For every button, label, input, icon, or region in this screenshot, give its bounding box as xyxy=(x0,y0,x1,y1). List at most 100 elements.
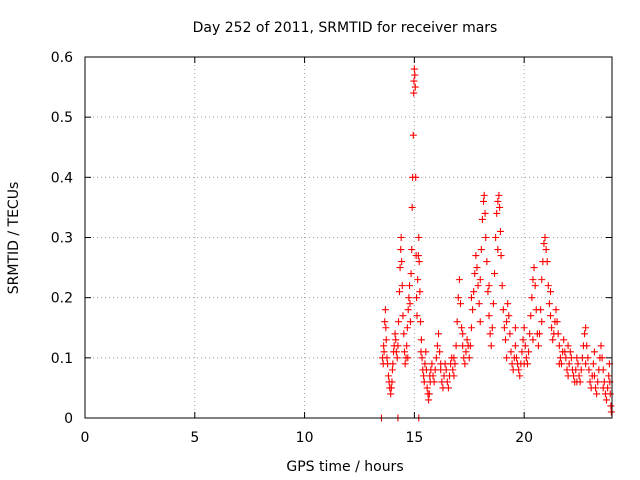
data-points xyxy=(377,65,615,422)
data-point xyxy=(406,282,414,290)
data-point xyxy=(398,258,406,266)
data-point xyxy=(406,318,414,326)
data-point xyxy=(425,396,433,404)
data-point xyxy=(512,354,520,362)
data-point xyxy=(389,360,397,368)
data-point xyxy=(456,300,464,308)
data-point xyxy=(494,197,502,205)
x-tick-label: 20 xyxy=(515,430,533,446)
data-point xyxy=(452,342,460,350)
data-point xyxy=(407,270,415,278)
data-point xyxy=(519,336,527,344)
data-point xyxy=(454,294,462,302)
data-point xyxy=(471,270,479,278)
data-point xyxy=(582,324,590,332)
data-point xyxy=(606,390,614,398)
data-point xyxy=(574,360,582,368)
data-point xyxy=(542,246,550,254)
data-point xyxy=(411,71,419,79)
data-point xyxy=(384,372,392,380)
data-point xyxy=(553,318,561,326)
data-point xyxy=(500,324,508,332)
data-point xyxy=(463,336,471,344)
data-point xyxy=(590,348,598,356)
data-point xyxy=(599,384,607,392)
data-point xyxy=(537,306,545,314)
x-tick-label: 15 xyxy=(405,430,423,446)
data-point xyxy=(486,330,494,338)
data-point xyxy=(450,354,458,362)
data-point xyxy=(516,372,524,380)
data-point xyxy=(428,360,436,368)
data-point xyxy=(410,89,418,97)
data-point xyxy=(436,348,444,356)
data-point xyxy=(547,312,555,320)
data-point xyxy=(522,354,530,362)
data-point xyxy=(584,354,592,362)
data-point xyxy=(417,336,425,344)
data-point xyxy=(549,336,557,344)
data-point xyxy=(415,258,423,266)
data-point xyxy=(432,354,440,362)
data-point xyxy=(443,378,451,386)
data-point xyxy=(417,348,425,356)
data-point xyxy=(585,366,593,374)
data-point xyxy=(426,372,434,380)
data-point xyxy=(474,282,482,290)
data-point xyxy=(435,330,443,338)
data-point xyxy=(394,342,402,350)
data-point xyxy=(467,294,475,302)
data-point xyxy=(538,318,546,326)
y-tick-label: 0.2 xyxy=(51,291,73,307)
data-point xyxy=(566,348,574,356)
data-point xyxy=(462,348,470,356)
data-point xyxy=(450,372,458,380)
data-point xyxy=(410,77,418,85)
data-point xyxy=(529,336,537,344)
chart-title: Day 252 of 2011, SRMTID for receiver mar… xyxy=(193,20,498,36)
data-point xyxy=(404,354,412,362)
data-point xyxy=(590,372,598,380)
data-point xyxy=(547,288,555,296)
data-point xyxy=(525,348,533,356)
data-point xyxy=(515,366,523,374)
data-point xyxy=(520,324,528,332)
data-point xyxy=(564,342,572,350)
y-axis-label: SRMTID / TECUs xyxy=(6,182,22,295)
data-point xyxy=(502,336,510,344)
data-point xyxy=(410,65,418,73)
data-point xyxy=(548,324,556,332)
data-point xyxy=(470,288,478,296)
data-point xyxy=(586,378,594,386)
data-point xyxy=(487,342,495,350)
data-point xyxy=(423,384,431,392)
data-point xyxy=(408,246,416,254)
data-point xyxy=(545,300,553,308)
y-tick-label: 0.1 xyxy=(51,351,73,367)
data-point xyxy=(388,378,396,386)
data-point xyxy=(409,131,417,139)
data-point xyxy=(555,360,563,368)
data-point xyxy=(489,300,497,308)
data-point xyxy=(382,336,390,344)
data-point xyxy=(403,342,411,350)
data-point xyxy=(451,360,459,368)
data-point xyxy=(497,252,505,260)
data-point xyxy=(459,330,467,338)
data-point xyxy=(598,354,606,362)
data-point xyxy=(392,348,400,356)
data-point xyxy=(396,264,404,272)
y-tick-label: 0.5 xyxy=(51,110,73,126)
data-point xyxy=(593,390,601,398)
data-point xyxy=(411,83,419,91)
data-point xyxy=(575,372,583,380)
data-point xyxy=(599,366,607,374)
data-point xyxy=(505,312,513,320)
data-point xyxy=(491,270,499,278)
data-point xyxy=(528,294,536,302)
data-point xyxy=(503,354,511,362)
data-point xyxy=(482,234,490,241)
data-point xyxy=(529,276,537,284)
